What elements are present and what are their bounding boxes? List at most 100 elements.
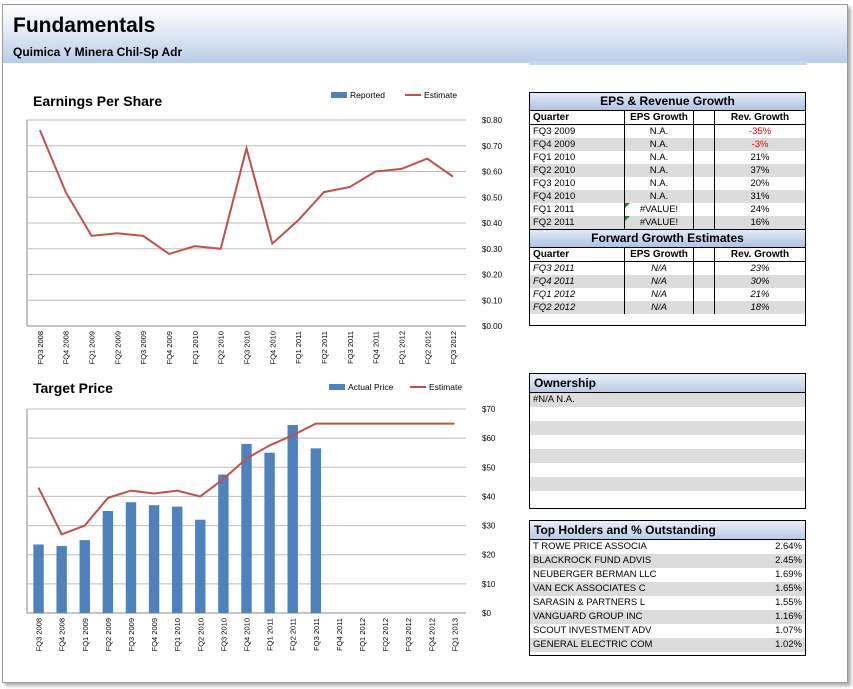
holder-pct: 2.45% (775, 555, 802, 566)
ownership-row (530, 421, 805, 435)
eps-ytick-label: $0.20 (482, 271, 503, 280)
eps-xtick-label: FQ2 2012 (423, 331, 432, 364)
growth-spacer (693, 151, 715, 164)
growth-row: FQ4 2010 N.A. 31% (530, 190, 805, 203)
legend-reported-swatch (331, 92, 347, 98)
actual-price-bar (195, 519, 206, 613)
holder-name: SCOUT INVESTMENT ADV (533, 625, 652, 636)
eps-xtick-label: FQ2 2011 (320, 331, 329, 364)
fwd-col-quarter: Quarter (530, 248, 625, 262)
growth-spacer (693, 177, 715, 190)
page-title: Fundamentals (13, 14, 156, 37)
holders-panel: Top Holders and % Outstanding T ROWE PRI… (529, 520, 806, 656)
holder-row: SCOUT INVESTMENT ADV 1.07% (530, 624, 805, 638)
tp-xtick-label: FQ1 2010 (173, 618, 182, 651)
growth-eps: N.A. (624, 151, 694, 164)
holder-row: GENERAL ELECTRIC COM 1.02% (530, 638, 805, 652)
tp-xtick-label: FQ2 2011 (289, 618, 298, 651)
ownership-panel: Ownership #N/A N.A. (529, 373, 806, 509)
eps-xtick-label: FQ2 2009 (113, 331, 122, 364)
actual-price-bar (33, 544, 44, 613)
growth-rev: -3% (751, 139, 769, 150)
forward-quarter: FQ3 2011 (530, 261, 625, 275)
growth-quarter: FQ4 2009 (530, 138, 625, 151)
forward-row: FQ3 2011 N/A 23% (530, 261, 805, 275)
eps-ytick-label: $0.80 (482, 116, 503, 125)
tp-xtick-label: FQ4 2009 (150, 618, 159, 651)
eps-chart: Earnings Per Share Reported Estimate $0.… (26, 90, 503, 364)
tp-xtick-label: FQ1 2013 (450, 618, 459, 651)
holder-row: BLACKROCK FUND ADVIS 2.45% (530, 554, 805, 568)
growth-table: Quarter EPS Growth Rev. Growth FQ3 2009 N… (530, 111, 805, 229)
tp-xtick-label: FQ3 2011 (312, 618, 321, 651)
forward-eps: N/A (624, 288, 694, 301)
tp-xtick-label: FQ1 2009 (81, 618, 90, 651)
tp-xtick-label: FQ2 2012 (381, 618, 390, 651)
eps-ytick-label: $0.50 (482, 193, 503, 202)
col-quarter: Quarter (530, 111, 625, 125)
eps-ytick-label: $0.40 (482, 219, 503, 228)
tp-xtick-label: FQ3 2008 (35, 618, 44, 651)
growth-quarter: FQ1 2010 (530, 151, 625, 164)
ownership-row (530, 449, 805, 463)
actual-price-bar (218, 474, 229, 613)
ownership-row (530, 435, 805, 449)
forward-spacer (693, 275, 715, 288)
forward-panel-title: Forward Growth Estimates (530, 229, 805, 248)
eps-xtick-label: FQ4 2009 (165, 331, 174, 364)
holder-name: GENERAL ELECTRIC COM (533, 639, 653, 650)
growth-spacer (693, 138, 715, 151)
growth-spacer (693, 190, 715, 203)
growth-spacer (693, 203, 715, 216)
tp-ytick-label: $70 (482, 405, 496, 414)
growth-spacer (693, 216, 715, 229)
tp-ytick-label: $30 (482, 522, 496, 531)
tp-ytick-label: $10 (482, 580, 496, 589)
growth-eps: #VALUE! (624, 203, 694, 216)
holder-row: VAN ECK ASSOCIATES C 1.65% (530, 582, 805, 596)
growth-quarter: FQ2 2010 (530, 164, 625, 177)
error-flag-icon (625, 216, 630, 221)
header-banner: Fundamentals Quimica Y Minera Chil-Sp Ad… (3, 5, 847, 63)
growth-row: FQ1 2010 N.A. 21% (530, 151, 805, 164)
eps-ytick-label: $0.70 (482, 142, 503, 151)
col-spacer (693, 111, 715, 125)
forward-spacer (693, 288, 715, 301)
fwd-col-spacer (693, 248, 715, 262)
growth-eps: N.A. (624, 138, 694, 151)
growth-eps: N.A. (624, 164, 694, 177)
eps-xtick-label: FQ3 2012 (449, 331, 458, 364)
growth-rev: 20% (750, 178, 770, 189)
holders-table: T ROWE PRICE ASSOCIA 2.64% BLACKROCK FUND … (530, 540, 805, 652)
holder-name: SARASIN & PARTNERS L (533, 597, 646, 608)
company-name: Quimica Y Minera Chil-Sp Adr (13, 45, 183, 59)
fwd-col-rev-growth: Rev. Growth (730, 249, 790, 260)
holder-pct: 1.07% (775, 625, 802, 636)
forward-eps: N/A (624, 261, 694, 275)
forward-table: Quarter EPS Growth Rev. Growth FQ3 2011 N… (530, 248, 805, 314)
eps-xtick-label: FQ3 2010 (243, 331, 252, 364)
actual-price-bar (148, 505, 160, 613)
eps-chart-title: Earnings Per Share (33, 93, 162, 109)
tp-xtick-label: FQ2 2010 (196, 618, 205, 651)
eps-xtick-label: FQ4 2011 (372, 331, 381, 364)
tp-ytick-label: $0 (482, 609, 491, 618)
fwd-col-eps-growth: EPS Growth (624, 248, 694, 262)
ownership-row: #N/A N.A. (530, 393, 805, 407)
ownership-row (530, 407, 805, 421)
growth-quarter: FQ3 2010 (530, 177, 625, 190)
eps-ytick-label: $0.10 (482, 296, 503, 305)
growth-spacer (693, 124, 715, 138)
holder-name: VANGUARD GROUP INC (533, 611, 643, 622)
tp-ytick-label: $60 (482, 434, 496, 443)
growth-eps-value: N.A. (649, 139, 669, 150)
tp-xtick-label: FQ4 2008 (58, 618, 67, 651)
actual-price-bar (310, 448, 322, 613)
holder-pct: 1.55% (775, 597, 802, 608)
holder-name: T ROWE PRICE ASSOCIA (533, 541, 647, 552)
ownership-row (530, 491, 805, 505)
actual-price-bar (241, 443, 252, 613)
col-rev-growth: Rev. Growth (730, 112, 790, 123)
tp-ytick-label: $20 (482, 551, 496, 560)
ownership-row (530, 477, 805, 491)
